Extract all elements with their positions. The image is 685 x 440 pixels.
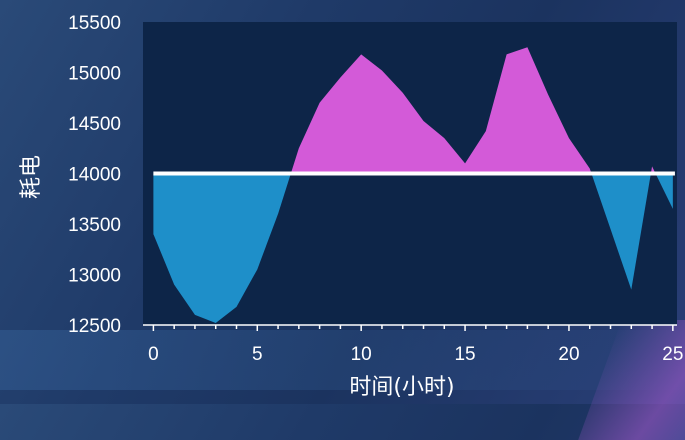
y-tick-label-12500: 12500 <box>68 316 121 337</box>
y-tick-label-14500: 14500 <box>68 114 121 135</box>
y-tick-label-15500: 15500 <box>68 13 121 34</box>
area-layer <box>153 47 673 323</box>
y-tick-label-13000: 13000 <box>68 266 121 287</box>
y-axis-tick-labels: 12500 13000 13500 14000 14500 15000 15500 <box>68 13 121 337</box>
y-tick-label-13500: 13500 <box>68 215 121 236</box>
x-axis-ticks <box>152 325 674 331</box>
consumption-area-chart: 0 5 10 15 20 25 12500 13000 13500 14000 14500 1500… <box>19 13 683 400</box>
area-below-baseline-2 <box>591 173 651 290</box>
x-tick-label-5: 5 <box>252 344 263 365</box>
x-tick-label-15: 15 <box>454 344 475 365</box>
y-tick-label-14000: 14000 <box>68 165 121 186</box>
y-tick-label-15000: 15000 <box>68 64 121 85</box>
x-tick-label-10: 10 <box>351 344 372 365</box>
x-tick-label-20: 20 <box>558 344 579 365</box>
area-below-baseline-4 <box>655 173 673 209</box>
x-tick-label-25: 25 <box>662 344 683 365</box>
x-tick-label-0: 0 <box>148 344 159 365</box>
area-below-baseline-0 <box>153 173 291 323</box>
area-above-baseline-1 <box>290 47 592 174</box>
y-axis-title: 耗电 <box>19 155 44 199</box>
background-band <box>0 330 685 390</box>
x-axis-tick-labels: 0 5 10 15 20 25 <box>148 344 683 365</box>
x-axis-title: 时间(小时) <box>349 375 454 400</box>
